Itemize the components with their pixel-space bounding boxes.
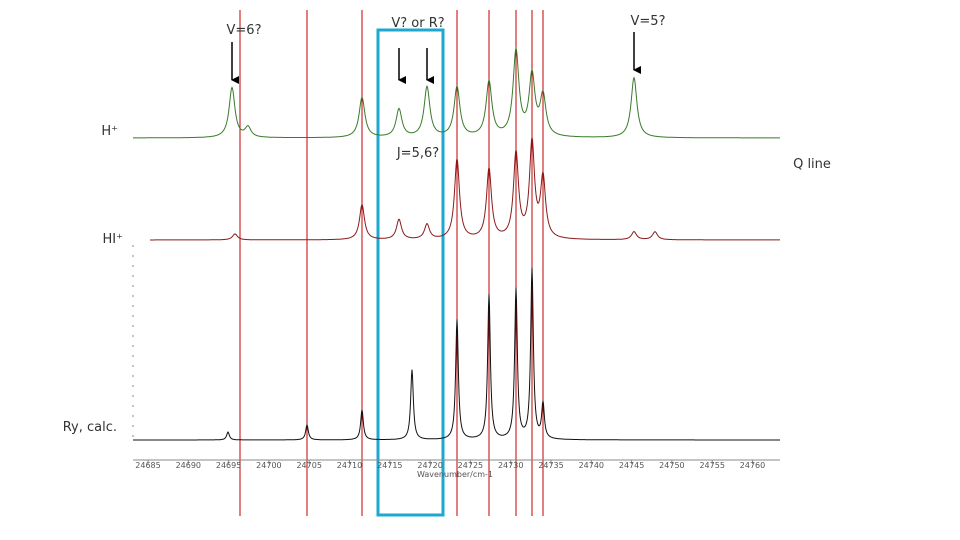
tick-label: 24730 (498, 461, 523, 470)
axis-label: Wavenumber/cm-1 (417, 470, 493, 479)
tick-label: 24690 (176, 461, 201, 470)
tick-label: 24705 (296, 461, 321, 470)
tick-label: 24720 (417, 461, 442, 470)
tick-label: 24710 (337, 461, 362, 470)
tick-label: 24685 (135, 461, 160, 470)
tick-label: 24735 (538, 461, 563, 470)
spectrum (133, 46, 780, 139)
tick-label: 24715 (377, 461, 402, 470)
highlight-box (376, 28, 445, 517)
trace-label: Ry, calc. (63, 420, 117, 435)
spectrum (133, 267, 780, 441)
tick-label: 24750 (659, 461, 684, 470)
tick-label: 24760 (740, 461, 765, 470)
trace-label: HI⁺ (103, 232, 123, 247)
tick-label: 24700 (256, 461, 281, 470)
annotation: Q line (793, 157, 831, 172)
traces (133, 46, 780, 441)
arrows (231, 32, 641, 84)
tick-label: 24725 (458, 461, 483, 470)
trace-label: H⁺ (101, 124, 118, 139)
tick-label: 24740 (579, 461, 604, 470)
x-ticks: 24685 24690 24695 24700 24705 24710 24715 24720… (135, 460, 765, 470)
tick-label: 24745 (619, 461, 644, 470)
red-guides (239, 10, 544, 516)
spectrum (150, 137, 780, 241)
annotation: V=5? (631, 14, 666, 29)
annotation: J=5,6? (396, 146, 439, 161)
tick-label: 24695 (216, 461, 241, 470)
tick-label: 24755 (699, 461, 724, 470)
annotation: V? or R? (391, 16, 444, 31)
annotation: V=6? (227, 23, 262, 38)
